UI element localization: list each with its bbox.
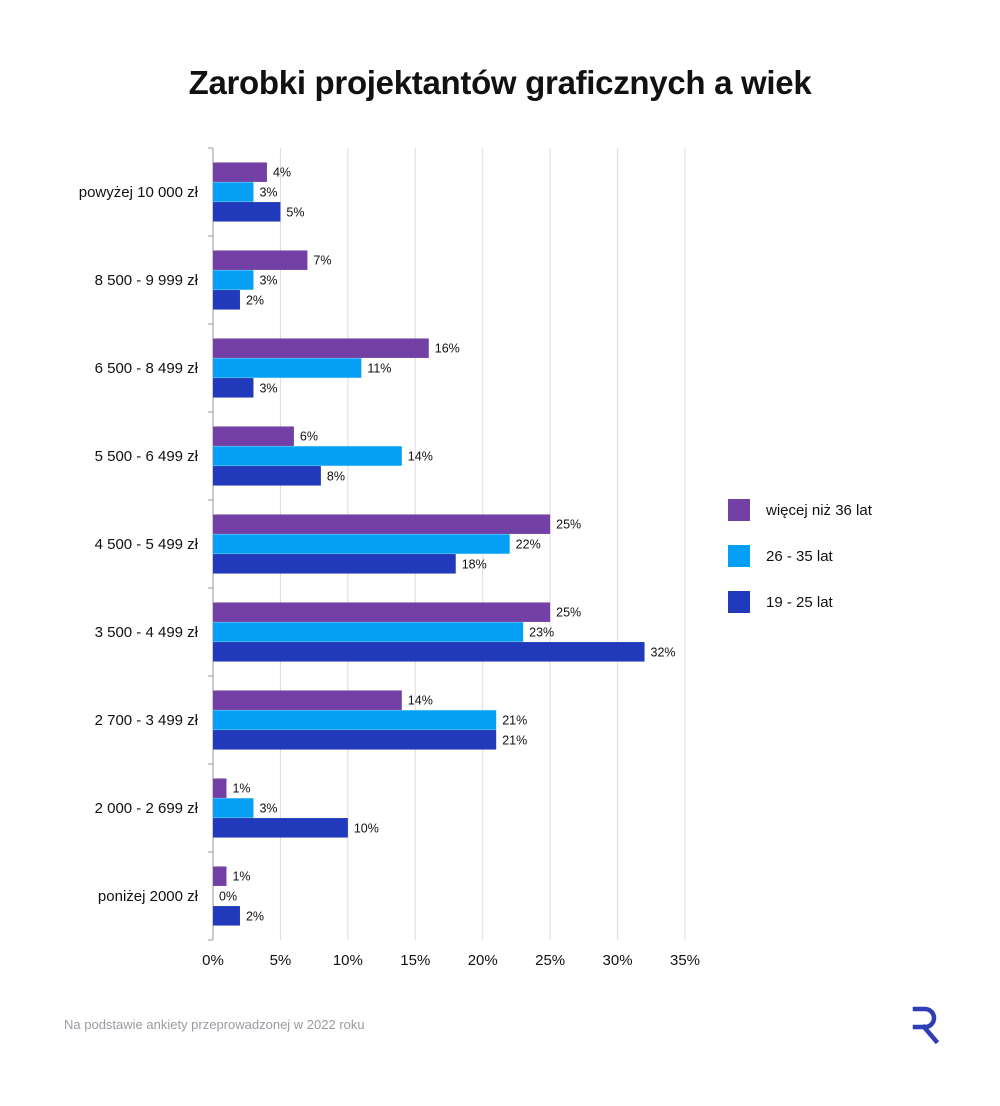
- bar: [213, 602, 551, 622]
- data-label: 32%: [651, 645, 676, 659]
- data-label: 8%: [327, 469, 345, 483]
- legend-swatch-0: [728, 499, 750, 521]
- category-label: 3 500 - 4 499 zł: [95, 624, 199, 641]
- data-label: 0%: [219, 890, 237, 904]
- bar: [213, 514, 551, 534]
- data-label: 6%: [300, 430, 318, 444]
- data-label: 7%: [313, 254, 331, 268]
- bar: [213, 426, 294, 446]
- bar: [213, 798, 254, 818]
- data-label: 10%: [354, 821, 379, 835]
- data-label: 11%: [367, 362, 391, 376]
- data-label: 3%: [259, 274, 277, 288]
- bar: [213, 554, 456, 574]
- bar: [213, 378, 254, 398]
- legend-item-2: 19 - 25 lat: [728, 590, 872, 614]
- x-tick-label: 0%: [202, 952, 224, 969]
- data-label: 14%: [408, 450, 433, 464]
- x-tick-label: 10%: [333, 952, 363, 969]
- bar: [213, 622, 524, 642]
- data-label: 21%: [502, 733, 527, 747]
- bar: [213, 778, 227, 798]
- bar: [213, 534, 510, 554]
- r-logo-icon: [912, 1006, 940, 1044]
- data-label: 25%: [556, 518, 581, 532]
- bar: [213, 866, 227, 886]
- bar: [213, 906, 240, 926]
- legend-swatch-2: [728, 591, 750, 613]
- legend-label-0: więcej niż 36 lat: [766, 501, 872, 519]
- legend: więcej niż 36 lat 26 - 35 lat 19 - 25 la…: [728, 498, 872, 636]
- data-label: 2%: [246, 909, 264, 923]
- data-label: 21%: [502, 714, 527, 728]
- data-label: 1%: [232, 782, 250, 796]
- category-label: 6 500 - 8 499 zł: [95, 360, 199, 377]
- legend-item-0: więcej niż 36 lat: [728, 498, 872, 522]
- category-label: 5 500 - 6 499 zł: [95, 448, 199, 465]
- bar: [213, 730, 497, 750]
- x-tick-label: 25%: [535, 952, 565, 969]
- data-label: 18%: [462, 557, 487, 571]
- data-label: 25%: [556, 606, 581, 620]
- bar: [213, 182, 254, 202]
- bar: [213, 338, 429, 358]
- data-label: 3%: [259, 381, 277, 395]
- x-tick-label: 5%: [270, 952, 292, 969]
- data-label: 14%: [408, 694, 433, 708]
- data-label: 3%: [259, 186, 277, 200]
- bar: [213, 270, 254, 290]
- category-label: powyżej 10 000 zł: [79, 184, 199, 201]
- chart-title: Zarobki projektantów graficznych a wiek: [188, 64, 812, 101]
- data-label: 2%: [246, 293, 264, 307]
- bar: [213, 466, 321, 486]
- legend-item-1: 26 - 35 lat: [728, 544, 872, 568]
- data-label: 4%: [273, 166, 291, 180]
- bar: [213, 710, 497, 730]
- bar-chart: 4% 3% 5% powyżej 10 000 zł 7% 3% 2% 8 500 - 9 9…: [79, 147, 700, 969]
- legend-swatch-1: [728, 545, 750, 567]
- category-label: 2 700 - 3 499 zł: [95, 712, 199, 729]
- data-label: 23%: [529, 626, 554, 640]
- bar: [213, 358, 362, 378]
- x-tick-label: 15%: [400, 952, 430, 969]
- category-label: 2 000 - 2 699 zł: [95, 800, 199, 817]
- data-label: 3%: [259, 802, 277, 816]
- legend-label-1: 26 - 35 lat: [766, 547, 833, 565]
- legend-label-2: 19 - 25 lat: [766, 593, 833, 611]
- x-tick-label: 35%: [670, 952, 700, 969]
- x-tick-label: 20%: [468, 952, 498, 969]
- x-tick-label: 30%: [603, 952, 633, 969]
- bar: [213, 446, 402, 466]
- data-label: 16%: [435, 342, 460, 356]
- category-label: poniżej 2000 zł: [98, 888, 199, 905]
- category-label: 4 500 - 5 499 zł: [95, 536, 199, 553]
- bar: [213, 162, 267, 182]
- bar: [213, 202, 281, 222]
- data-label: 1%: [232, 870, 250, 884]
- bar: [213, 642, 645, 662]
- data-label: 5%: [286, 205, 304, 219]
- bar: [213, 690, 402, 710]
- bar: [213, 250, 308, 270]
- bar: [213, 290, 240, 310]
- category-label: 8 500 - 9 999 zł: [95, 272, 199, 289]
- footnote: Na podstawie ankiety przeprowadzonej w 2…: [64, 1017, 365, 1032]
- data-label: 22%: [516, 538, 541, 552]
- bar: [213, 818, 348, 838]
